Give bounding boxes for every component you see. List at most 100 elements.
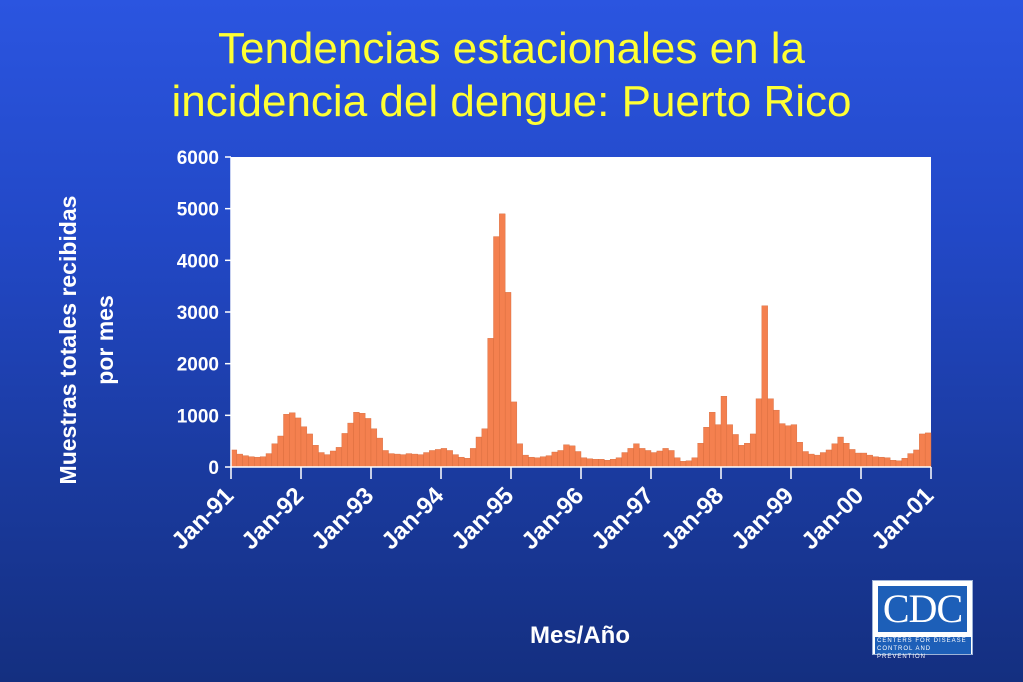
bar [744, 443, 751, 468]
bar [318, 452, 325, 468]
bar [475, 436, 483, 468]
cdc-logo: CDC Centers for Disease Control and Prev… [872, 580, 973, 660]
bar [230, 449, 238, 468]
bar [621, 452, 628, 468]
bar [446, 450, 453, 468]
bar [913, 449, 920, 468]
bar [668, 450, 675, 468]
bar [300, 426, 308, 468]
bar [341, 433, 348, 468]
bar [545, 455, 553, 468]
bar [860, 452, 868, 468]
bar [469, 448, 477, 468]
bar [790, 424, 798, 468]
bar [814, 454, 821, 468]
plot-area [231, 157, 931, 467]
bar [324, 454, 331, 468]
bar [539, 456, 547, 468]
bar [895, 460, 903, 468]
bar [726, 424, 733, 468]
y-tick-label: 5000 [177, 200, 219, 221]
bar [388, 453, 395, 468]
x-tick-label: Jan-00 [796, 482, 869, 555]
bar [236, 453, 243, 468]
bar [685, 460, 693, 468]
x-tick-label: Jan-99 [726, 482, 799, 555]
bar [364, 418, 372, 468]
bar [644, 450, 652, 468]
bar [924, 432, 932, 468]
bar [248, 456, 255, 468]
x-tick-label: Jan-95 [446, 482, 519, 555]
bar [458, 456, 465, 468]
bar [749, 433, 757, 468]
x-tick-label: Jan-97 [586, 482, 659, 555]
bar [720, 396, 728, 468]
bar [837, 436, 844, 468]
bar [481, 428, 488, 468]
bar [499, 213, 506, 468]
cdc-logo-line-2: Control and Prevention [877, 646, 932, 660]
bar [306, 433, 313, 468]
bar [271, 443, 278, 468]
x-tick-label: Jan-94 [376, 482, 449, 555]
bar [679, 461, 687, 468]
bar [849, 449, 856, 468]
bar [656, 450, 663, 468]
bar [691, 457, 698, 468]
bar [784, 425, 792, 468]
bar [329, 450, 337, 468]
bar [399, 454, 407, 468]
bar [615, 457, 623, 468]
bar [394, 453, 401, 468]
bar [889, 460, 897, 468]
bar [761, 305, 768, 468]
bar [662, 448, 669, 468]
bar [755, 398, 763, 468]
bar [831, 443, 838, 468]
y-tick-label: 3000 [177, 303, 219, 324]
cdc-logo-mark: CDC [876, 584, 969, 634]
bar [819, 452, 827, 468]
bar [347, 422, 354, 468]
y-tick-label: 4000 [177, 251, 219, 272]
bar [242, 455, 249, 468]
bar [878, 456, 885, 468]
bar [376, 437, 383, 468]
bar [429, 450, 436, 468]
bar [254, 456, 261, 468]
x-tick-label: Jan-98 [656, 482, 729, 555]
title-line-1: Tendencias estacionales en la [217, 24, 806, 73]
bar [609, 459, 617, 468]
bar [808, 453, 815, 468]
bar [802, 451, 809, 468]
bar [516, 443, 523, 468]
bar [586, 458, 593, 468]
y-tick-label: 2000 [177, 355, 219, 376]
bar [767, 398, 774, 468]
bar [738, 445, 745, 468]
bar [580, 457, 588, 468]
bar [289, 412, 296, 468]
bar [907, 453, 914, 468]
bar [534, 457, 541, 468]
bar [353, 412, 360, 468]
bar [574, 451, 582, 468]
bar [510, 401, 518, 468]
bar [370, 428, 378, 468]
x-tick-label: Jan-01 [866, 482, 939, 555]
x-tick-label: Jan-91 [166, 482, 239, 555]
bar [563, 444, 570, 468]
bar [604, 460, 611, 468]
bar [901, 458, 908, 468]
bar [779, 423, 786, 468]
bar [283, 414, 290, 468]
bar [866, 454, 873, 468]
bar [294, 417, 302, 468]
y-axis-label-line-1: Muestras totales recibidas [55, 196, 81, 485]
y-axis-label: Muestras totales recibidas por mes [55, 196, 118, 485]
cdc-logo-line-1: Centers for Disease [877, 638, 967, 644]
bar [487, 338, 494, 468]
bar [405, 453, 413, 468]
